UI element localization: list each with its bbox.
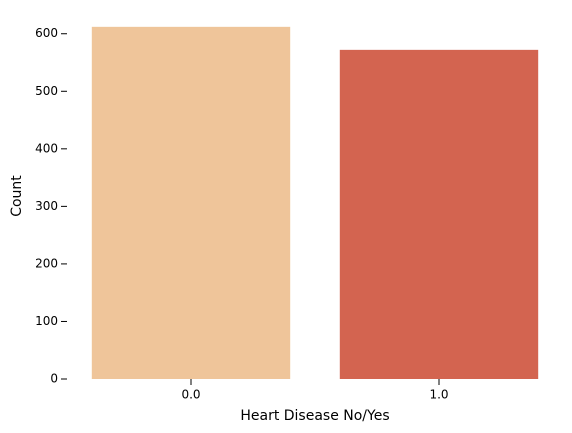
bar: [339, 49, 539, 379]
y-tick-label: 500: [35, 84, 58, 98]
y-tick-label: 300: [35, 199, 58, 213]
y-axis-title: Count: [9, 175, 25, 217]
x-tick-label: 0.0: [181, 388, 200, 402]
y-tick-label: 200: [35, 256, 58, 270]
y-tick-label: 600: [35, 26, 58, 40]
x-axis-title: Heart Disease No/Yes: [240, 408, 389, 424]
y-tick-label: 400: [35, 141, 58, 155]
y-tick-label: 100: [35, 314, 58, 328]
x-tick-label: 1.0: [429, 388, 448, 402]
y-tick-label: 0: [50, 372, 58, 386]
bar: [91, 26, 291, 380]
